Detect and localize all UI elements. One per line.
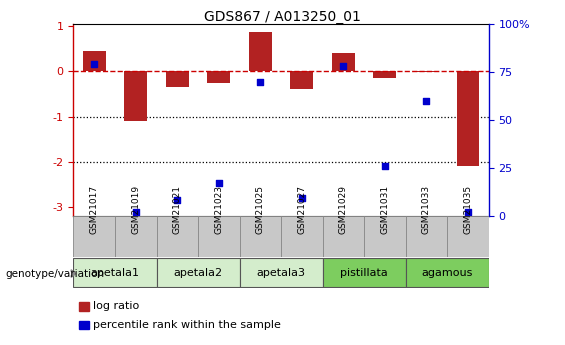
FancyBboxPatch shape	[406, 258, 489, 287]
FancyBboxPatch shape	[73, 216, 115, 257]
Bar	[124, 71, 147, 121]
Text: pistillata: pistillata	[340, 268, 388, 277]
Text: GSM21027: GSM21027	[297, 185, 306, 234]
Point	[214, 180, 223, 186]
Text: genotype/variation: genotype/variation	[6, 269, 105, 278]
Text: GSM21021: GSM21021	[173, 185, 182, 234]
FancyBboxPatch shape	[240, 258, 323, 287]
FancyBboxPatch shape	[364, 216, 406, 257]
FancyBboxPatch shape	[406, 216, 447, 257]
FancyBboxPatch shape	[157, 216, 198, 257]
Text: agamous: agamous	[421, 268, 473, 277]
FancyBboxPatch shape	[73, 258, 157, 287]
Bar	[415, 71, 438, 72]
Point	[463, 209, 472, 215]
FancyBboxPatch shape	[323, 258, 406, 287]
Text: apetala1: apetala1	[90, 268, 140, 277]
Point	[297, 196, 306, 201]
Bar	[332, 52, 355, 71]
Bar	[83, 51, 106, 71]
FancyBboxPatch shape	[198, 216, 240, 257]
Point	[256, 79, 265, 85]
Bar	[290, 71, 313, 89]
Text: GSM21023: GSM21023	[214, 185, 223, 234]
Text: GSM21017: GSM21017	[90, 185, 99, 234]
Point	[422, 98, 431, 104]
Bar	[207, 71, 230, 83]
Text: GSM21035: GSM21035	[463, 185, 472, 234]
Text: GSM21029: GSM21029	[339, 185, 348, 234]
FancyBboxPatch shape	[157, 258, 240, 287]
Text: GSM21019: GSM21019	[131, 185, 140, 234]
Text: GDS867 / A013250_01: GDS867 / A013250_01	[204, 10, 361, 24]
Point	[380, 163, 389, 169]
FancyBboxPatch shape	[240, 216, 281, 257]
Bar	[249, 32, 272, 71]
Text: percentile rank within the sample: percentile rank within the sample	[93, 321, 281, 330]
Text: GSM21031: GSM21031	[380, 185, 389, 234]
Point	[173, 198, 182, 203]
Text: GSM21033: GSM21033	[422, 185, 431, 234]
Text: GSM21025: GSM21025	[256, 185, 265, 234]
FancyBboxPatch shape	[115, 216, 157, 257]
Bar	[457, 71, 479, 166]
FancyBboxPatch shape	[323, 216, 364, 257]
FancyBboxPatch shape	[447, 216, 489, 257]
Text: apetala3: apetala3	[257, 268, 306, 277]
Point	[131, 209, 140, 215]
Text: log ratio: log ratio	[93, 302, 140, 311]
Point	[90, 62, 99, 67]
Point	[339, 63, 348, 69]
Bar	[373, 71, 396, 78]
FancyBboxPatch shape	[281, 216, 323, 257]
Bar	[166, 71, 189, 87]
Text: apetala2: apetala2	[173, 268, 223, 277]
